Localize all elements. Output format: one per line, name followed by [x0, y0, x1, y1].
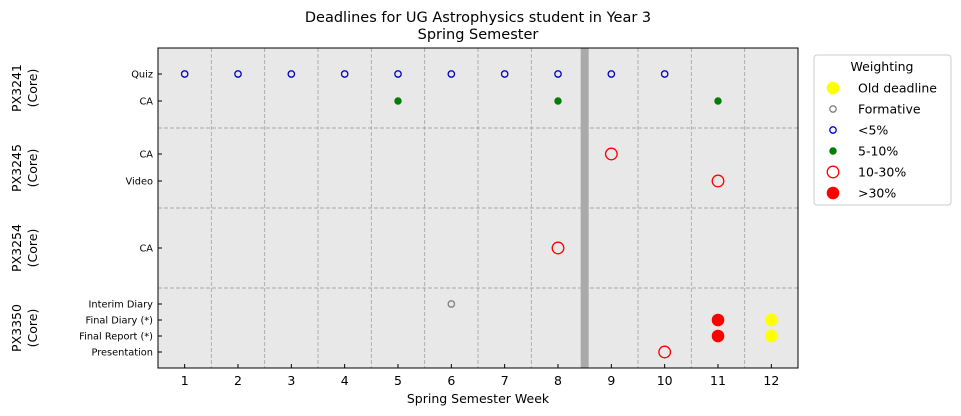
- grid-lines: [158, 48, 798, 368]
- legend-entries: Old deadline Formative <5% 5-10% 10-30% >30%: [826, 81, 937, 201]
- deadline-point-w10_30: [604, 147, 618, 161]
- module-label-line: PX3350: [9, 304, 24, 352]
- module-label-line: (Core): [25, 149, 40, 188]
- x-tick-label: 11: [710, 373, 726, 388]
- x-tick-label: 8: [554, 373, 562, 388]
- legend-entry: <5%: [829, 123, 888, 138]
- row-label: CA: [139, 244, 153, 255]
- row-label: CA: [139, 97, 153, 108]
- deadline-point-w5_10: [714, 97, 722, 105]
- legend-entry: 10-30%: [826, 165, 906, 180]
- legend-entry: 5-10%: [829, 144, 898, 159]
- x-tick-label: 10: [657, 373, 673, 388]
- deadline-point-old: [765, 313, 778, 327]
- legend-entry: >30%: [826, 186, 896, 201]
- x-axis: 1 2 3 4 5 6 7 8 9 10 11 12: [181, 364, 779, 388]
- row-label: CA: [139, 150, 153, 161]
- legend-label: <5%: [858, 123, 888, 138]
- deadline-point-formative: [447, 300, 456, 308]
- legend-marker-w5_10: [829, 147, 837, 155]
- module-label-line: PX3241: [9, 64, 24, 112]
- module-label: PX3350 (Core): [9, 304, 40, 352]
- chart-title: Deadlines for UG Astrophysics student in…: [305, 10, 651, 26]
- legend-label: 10-30%: [858, 165, 906, 180]
- deadline-point-lt5: [287, 70, 296, 78]
- deadline-point-gt30: [711, 313, 725, 327]
- deadline-point-lt5: [607, 70, 616, 78]
- deadline-point-lt5: [394, 70, 402, 78]
- deadline-point-lt5: [234, 70, 242, 78]
- legend-label: 5-10%: [858, 144, 898, 159]
- legend-label: >30%: [858, 186, 896, 201]
- chart-subtitle: Spring Semester: [418, 27, 539, 43]
- module-label-line: (Core): [25, 229, 40, 268]
- x-tick-label: 4: [341, 373, 349, 388]
- deadline-points: [180, 70, 778, 359]
- legend-marker-w10_30: [826, 165, 840, 179]
- x-axis-label: Spring Semester Week: [407, 391, 550, 406]
- module-label: PX3254 (Core): [9, 224, 40, 272]
- legend: Weighting Old deadline Formative <5% 5-10% 1…: [813, 54, 952, 206]
- legend-frame: [813, 54, 952, 206]
- deadline-point-lt5: [554, 70, 562, 78]
- x-tick-label: 7: [501, 373, 509, 388]
- x-tick-label: 5: [394, 373, 402, 388]
- module-label-line: (Core): [25, 69, 40, 108]
- row-label: Final Report (*): [79, 332, 153, 343]
- deadline-point-lt5: [500, 70, 509, 78]
- x-tick-label: 9: [607, 373, 615, 388]
- legend-marker-lt5: [829, 126, 837, 134]
- module-label-line: (Core): [25, 309, 40, 348]
- row-label: Presentation: [91, 348, 153, 359]
- row-labels: Quiz CA CA Video CA Interim Diary Final Diary …: [79, 70, 162, 359]
- module-label: PX3245 (Core): [9, 144, 40, 192]
- legend-marker-gt30: [826, 186, 840, 200]
- legend-title: Weighting: [851, 59, 914, 74]
- x-tick-label: 1: [181, 373, 189, 388]
- plot-frame: [157, 47, 799, 369]
- deadline-point-w5_10: [394, 97, 402, 105]
- x-tick-label: 6: [447, 373, 455, 388]
- module-label-line: PX3245: [9, 144, 24, 192]
- x-tick-label: 3: [287, 373, 295, 388]
- module-label: PX3241 (Core): [9, 64, 40, 112]
- deadline-point-lt5: [180, 70, 189, 78]
- deadline-point-lt5: [447, 70, 456, 78]
- row-label: Final Diary (*): [86, 316, 153, 327]
- module-label-line: PX3254: [9, 224, 24, 272]
- legend-entry: Old deadline: [826, 81, 937, 96]
- row-label: Quiz: [131, 70, 153, 81]
- deadline-point-w10_30: [658, 345, 672, 359]
- deadline-point-lt5: [340, 70, 349, 78]
- deadline-point-old: [765, 329, 778, 343]
- legend-entry: Formative: [829, 102, 921, 117]
- x-tick-label: 2: [234, 373, 242, 388]
- legend-marker-formative: [829, 105, 837, 113]
- current-week-marker: [580, 48, 589, 368]
- current-week-band: [580, 48, 589, 368]
- legend-label: Old deadline: [858, 81, 937, 96]
- row-label: Interim Diary: [89, 300, 154, 311]
- legend-label: Formative: [858, 102, 921, 117]
- x-tick-label: 12: [763, 373, 779, 388]
- deadline-point-w5_10: [554, 97, 562, 105]
- deadline-point-w10_30: [551, 241, 565, 255]
- deadline-point-gt30: [711, 329, 725, 343]
- legend-marker-old: [826, 81, 840, 95]
- row-label: Video: [126, 177, 153, 188]
- deadline-point-lt5: [660, 70, 669, 78]
- deadline-point-w10_30: [711, 174, 725, 188]
- module-labels: PX3241 (Core)PX3245 (Core)PX3254 (Core)PX33…: [9, 64, 40, 352]
